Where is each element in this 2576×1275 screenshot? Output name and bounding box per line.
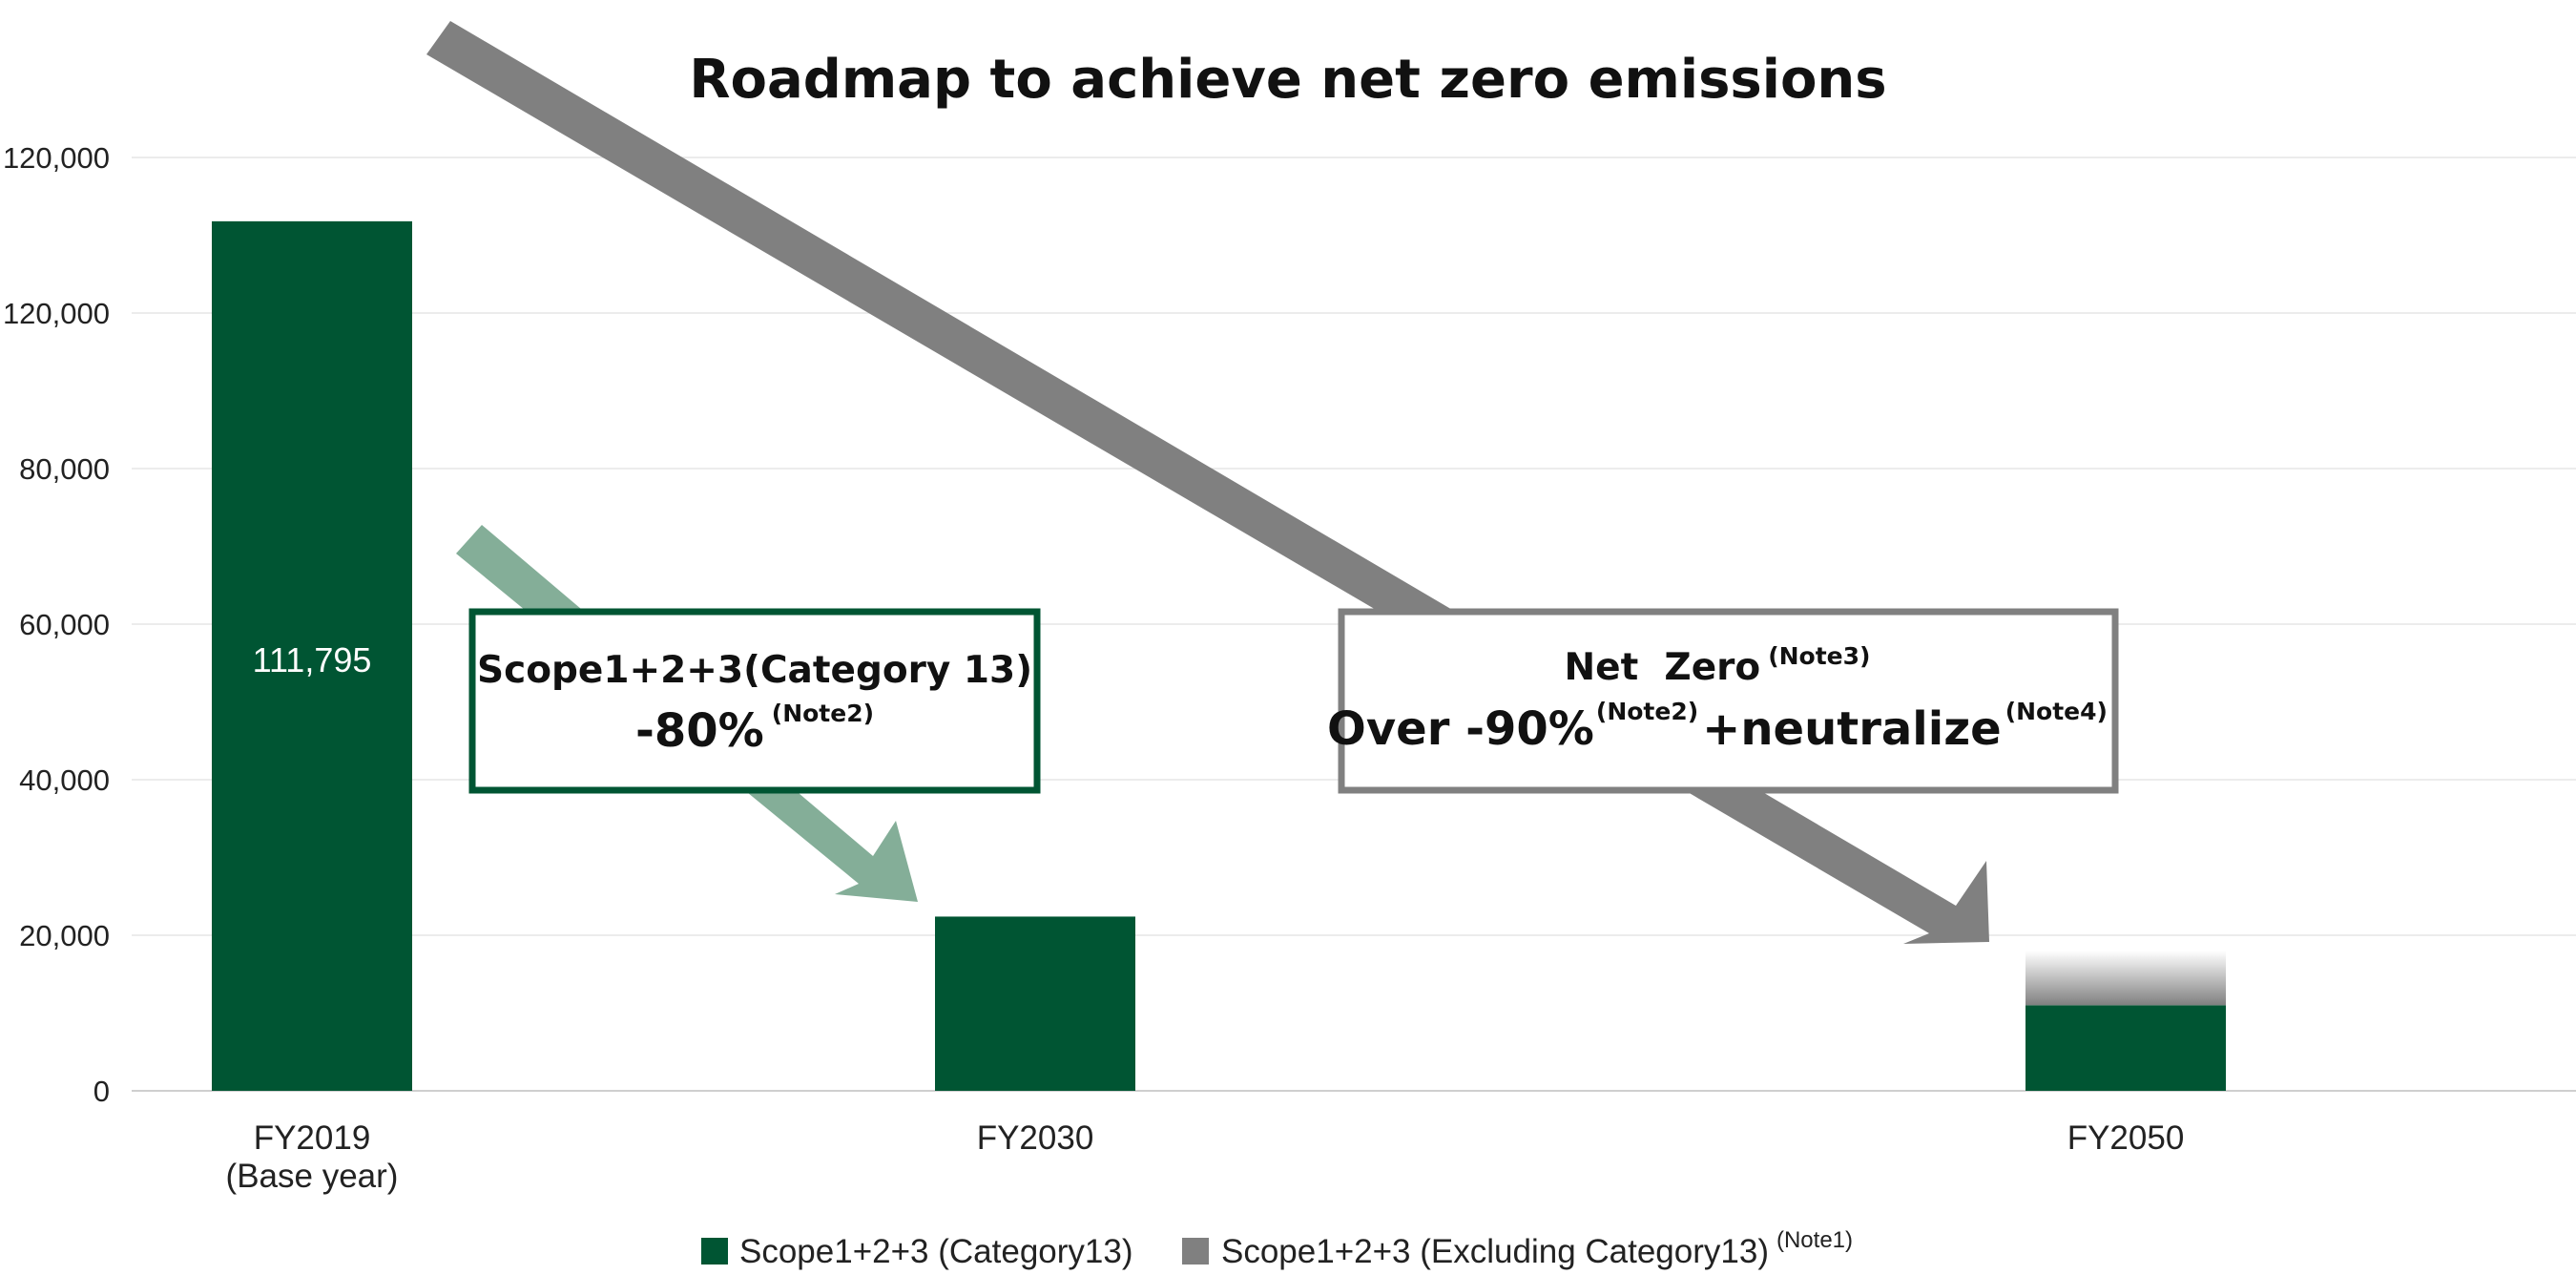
bar-category13 — [2025, 1005, 2226, 1091]
legend-note1: (Note1) — [1776, 1227, 1853, 1253]
target-2030-box: Scope1+2+3(Category 13) -80% (Note2) — [468, 608, 1041, 794]
svg-text:Scope1+2+3(Category 13): Scope1+2+3(Category 13) — [477, 649, 1032, 692]
y-tick-label: 80,000 — [19, 452, 110, 486]
legend-label-category13: Scope1+2+3 (Category13) — [739, 1233, 1133, 1270]
y-tick-label: 0 — [93, 1075, 110, 1108]
target-2030-value: -80% — [635, 704, 764, 758]
y-tick-label: 120,000 — [3, 297, 110, 330]
legend-entry-excluding: Scope1+2+3 (Excluding Category13) (Note1) — [1221, 1227, 1853, 1270]
target-2050-box: Net Zero (Note3) Over -90%(Note2)+neutral… — [1327, 608, 2119, 794]
target-2050-neutralize: +neutralize — [1702, 702, 2002, 756]
bar-data-label: 111,795 — [253, 640, 372, 679]
legend-label-excluding: Scope1+2+3 (Excluding Category13) — [1221, 1233, 1769, 1270]
svg-text:Over -90%(Note2)+neutralize(No: Over -90%(Note2)+neutralize (Note4) — [1327, 698, 2108, 756]
bar-category13 — [935, 916, 1135, 1091]
target-2050-reduction: Over -90% — [1327, 702, 1594, 756]
y-tick-label: 60,000 — [19, 608, 110, 641]
target-2050-note3: (Note3) — [1768, 642, 1870, 670]
legend-swatch-category13 — [701, 1238, 728, 1265]
x-tick-label: FY2050 — [2067, 1119, 2185, 1157]
y-tick-label: 120,000 — [3, 141, 110, 175]
x-tick-label: FY2019 (Base year) — [226, 1119, 399, 1195]
legend: Scope1+2+3 (Category13) Scope1+2+3 (Excl… — [701, 1227, 1853, 1270]
legend-swatch-excluding — [1182, 1238, 1209, 1265]
bars: 111,795 — [212, 220, 2226, 1092]
target-2030-line1: Scope1+2+3(Category 13) — [477, 649, 1032, 692]
x-axis-labels: FY2019 (Base year) FY2030 FY2050 — [226, 1119, 2185, 1195]
y-tick-label: 20,000 — [19, 919, 110, 952]
gray-trend-arrow — [426, 21, 1989, 944]
y-axis-ticks: 0 20,000 40,000 60,000 80,000 120,000 120,000 — [3, 141, 110, 1108]
bar-excluding-category13 — [2025, 951, 2226, 1006]
target-2050-note4: (Note4) — [2005, 698, 2108, 725]
svg-text:-80%(Note2): -80% (Note2) — [635, 700, 874, 758]
svg-text:Net Zero(Note3): Net Zero (Note3) — [1565, 642, 1871, 689]
target-2050-note2: (Note2) — [1596, 698, 1698, 725]
x-tick-label: FY2030 — [977, 1119, 1094, 1157]
y-tick-label: 40,000 — [19, 763, 110, 797]
chart-title: Roadmap to achieve net zero emissions — [689, 49, 1886, 111]
target-2050-line1: Net Zero — [1565, 646, 1761, 689]
target-2030-note: (Note2) — [772, 700, 874, 727]
bar-category13 — [212, 220, 412, 1092]
